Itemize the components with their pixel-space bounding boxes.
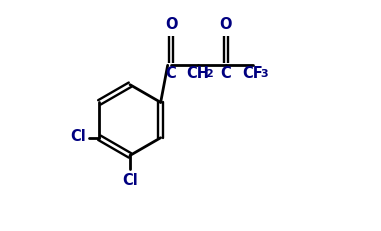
- Text: C: C: [166, 67, 176, 82]
- Text: Cl: Cl: [70, 129, 86, 144]
- Text: O: O: [219, 17, 232, 32]
- Text: 2: 2: [205, 69, 212, 79]
- Text: Cl: Cl: [122, 173, 138, 188]
- Text: O: O: [165, 17, 177, 32]
- Text: CF: CF: [242, 67, 263, 82]
- Text: 3: 3: [261, 69, 269, 79]
- Text: CH: CH: [186, 67, 209, 82]
- Text: C: C: [221, 67, 231, 82]
